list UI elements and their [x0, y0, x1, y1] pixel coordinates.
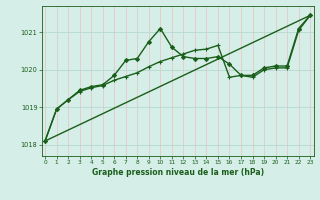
- X-axis label: Graphe pression niveau de la mer (hPa): Graphe pression niveau de la mer (hPa): [92, 168, 264, 177]
